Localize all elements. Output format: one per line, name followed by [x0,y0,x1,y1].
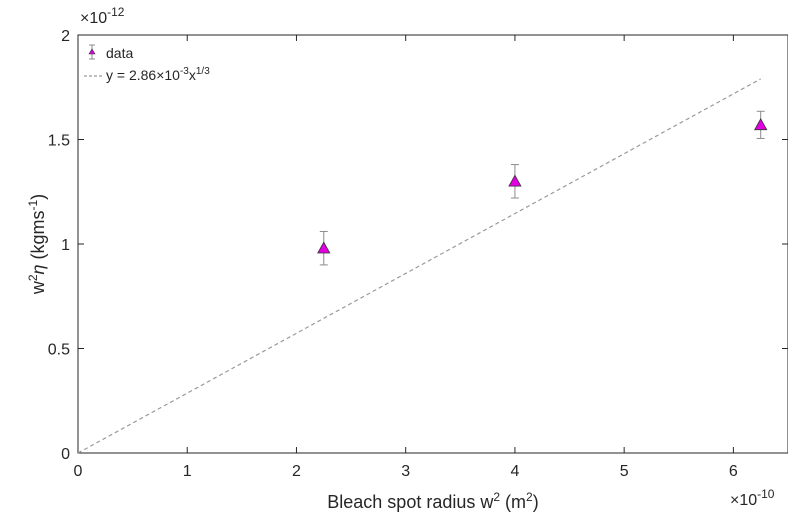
axes-box [77,34,788,454]
x-tick-label: 6 [729,463,738,480]
data-point [317,230,331,266]
triangle-marker [317,241,331,254]
y-tick-label: 0.5 [48,342,70,359]
x-tick-label: 5 [620,463,629,480]
legend-data-marker [88,44,96,60]
x-exponent-label: ×10-10 [730,487,775,509]
y-exponent-label: ×10-12 [80,5,125,27]
fit-line [77,78,761,454]
x-tick-label: 2 [292,463,301,480]
plot-frame [77,34,788,454]
x-tick-label: 3 [401,463,410,480]
triangle-marker [754,118,768,131]
triangle-marker [508,174,522,187]
series-layer [77,78,768,454]
x-tick-label: 1 [183,463,192,480]
y-tick-label: 2 [61,28,70,45]
legend-fit-label: y = 2.86×10-3x1/3 [106,66,210,83]
x-tick-label: 4 [510,463,519,480]
y-tick-label: 1 [61,237,70,254]
data-point [508,164,522,199]
y-tick-label: 1.5 [48,133,70,150]
data-point [754,110,768,139]
x-tick-label: 0 [74,463,83,480]
ticks: 0 1 2 3 4 5 6 0 0.5 1 1.5 2 [48,28,788,480]
x-axis-label: Bleach spot radius w2 (m2) [327,490,538,512]
y-tick-label: 0 [61,446,70,463]
legend-data-label: data [106,45,133,61]
y-axis-label: w2η (kgms-1) [26,194,48,295]
legend: data y = 2.86×10-3x1/3 [84,44,210,83]
